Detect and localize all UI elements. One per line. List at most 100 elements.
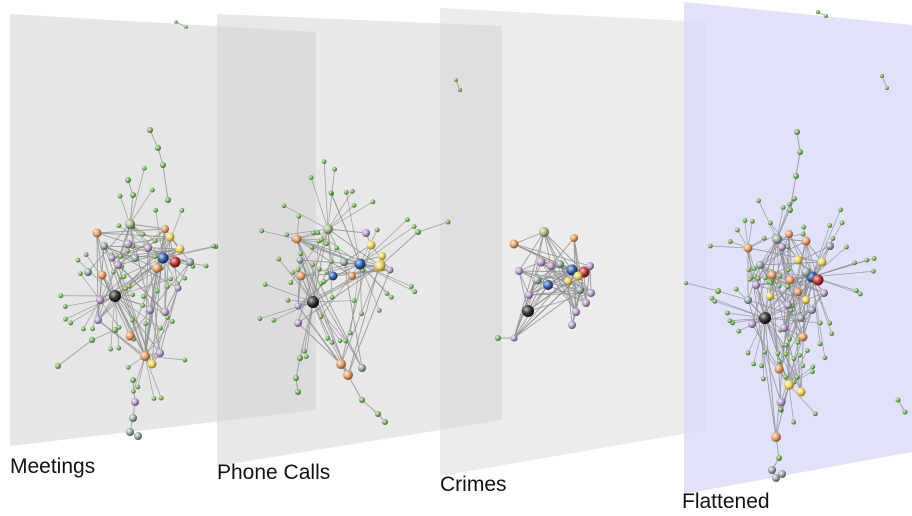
network-node (374, 260, 386, 272)
network-node (707, 243, 713, 249)
network-node (140, 351, 150, 361)
network-edge (144, 355, 185, 361)
network-node (149, 187, 155, 193)
network-node (787, 201, 792, 207)
network-node (816, 10, 820, 14)
network-node (155, 145, 161, 151)
network-edge (764, 317, 798, 378)
network-edge (323, 161, 329, 230)
network-edge (757, 238, 778, 279)
network-node (292, 234, 302, 244)
network-edge (361, 399, 379, 415)
network-node (296, 271, 306, 281)
network-node (762, 349, 768, 355)
network-node (767, 220, 773, 226)
network-edge (261, 230, 298, 240)
network-node (321, 159, 327, 164)
network-node (408, 284, 414, 289)
network-node (780, 324, 788, 332)
network-edge (273, 301, 314, 321)
network-node (351, 202, 357, 208)
network-node (801, 224, 807, 230)
network-node (114, 261, 122, 269)
network-node (55, 363, 61, 369)
network-node (532, 275, 542, 285)
network-edge (129, 168, 145, 225)
network-node (63, 316, 68, 322)
network-node (800, 231, 806, 237)
network-node (824, 14, 828, 18)
network-node (742, 217, 748, 223)
network-edge (162, 257, 207, 267)
network-edge (764, 282, 772, 319)
network-edge (776, 198, 795, 240)
network-node (329, 340, 335, 345)
network-node (121, 274, 127, 279)
network-node (895, 397, 901, 403)
network-node (854, 288, 859, 293)
network-node (794, 288, 802, 296)
network-edge (417, 221, 449, 233)
network-node (257, 316, 263, 322)
plane-crimes (440, 8, 706, 476)
network-node (343, 338, 349, 344)
network-node (797, 149, 803, 155)
network-node (715, 288, 721, 294)
network-node (783, 374, 788, 380)
network-edge (278, 258, 314, 303)
network-edge (144, 321, 173, 357)
network-node (727, 318, 733, 324)
network-node (797, 352, 802, 358)
network-edge (300, 255, 383, 277)
network-node (817, 341, 823, 347)
network-node (495, 335, 501, 341)
network-node (296, 213, 302, 219)
network-edge (92, 299, 101, 329)
network-node (349, 188, 355, 194)
network-edge (327, 205, 355, 230)
network-edge (811, 246, 847, 278)
network-node (587, 289, 595, 297)
network-node (793, 173, 799, 179)
network-node (125, 177, 131, 183)
network-node (801, 236, 811, 246)
network-edge (758, 200, 778, 240)
network-node (812, 274, 824, 286)
network-node (783, 351, 789, 357)
network-edge (99, 299, 120, 328)
network-node (778, 470, 786, 478)
network-node (756, 198, 762, 204)
layer-label-flattened: Flattened (682, 490, 770, 513)
network-edge (589, 265, 592, 294)
network-node (366, 240, 376, 250)
network-edge (359, 219, 408, 265)
network-node (885, 86, 889, 90)
network-node (804, 348, 810, 353)
network-edge (70, 295, 116, 324)
network-edge (769, 233, 790, 297)
network-node (123, 239, 133, 249)
network-edge (759, 264, 789, 306)
network-node (576, 286, 584, 294)
network-edge (118, 225, 164, 259)
network-edge (782, 276, 813, 346)
network-node (324, 269, 330, 275)
network-edge (714, 300, 766, 319)
network-edge (811, 276, 826, 358)
network-edge (132, 320, 146, 357)
plane-phone-calls (217, 14, 502, 466)
network-edge (327, 169, 335, 230)
network-edge (747, 247, 823, 263)
network-node (160, 162, 166, 168)
network-edge (359, 263, 412, 287)
network-edge (347, 255, 383, 376)
network-node (332, 166, 338, 172)
network-node (573, 271, 583, 281)
network-node (792, 196, 798, 201)
network-edge (299, 259, 381, 267)
network-node (767, 270, 777, 280)
network-node (857, 291, 863, 297)
network-node (735, 227, 740, 233)
network-node (778, 243, 786, 251)
